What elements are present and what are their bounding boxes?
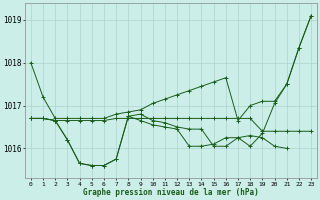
X-axis label: Graphe pression niveau de la mer (hPa): Graphe pression niveau de la mer (hPa) — [83, 188, 259, 197]
